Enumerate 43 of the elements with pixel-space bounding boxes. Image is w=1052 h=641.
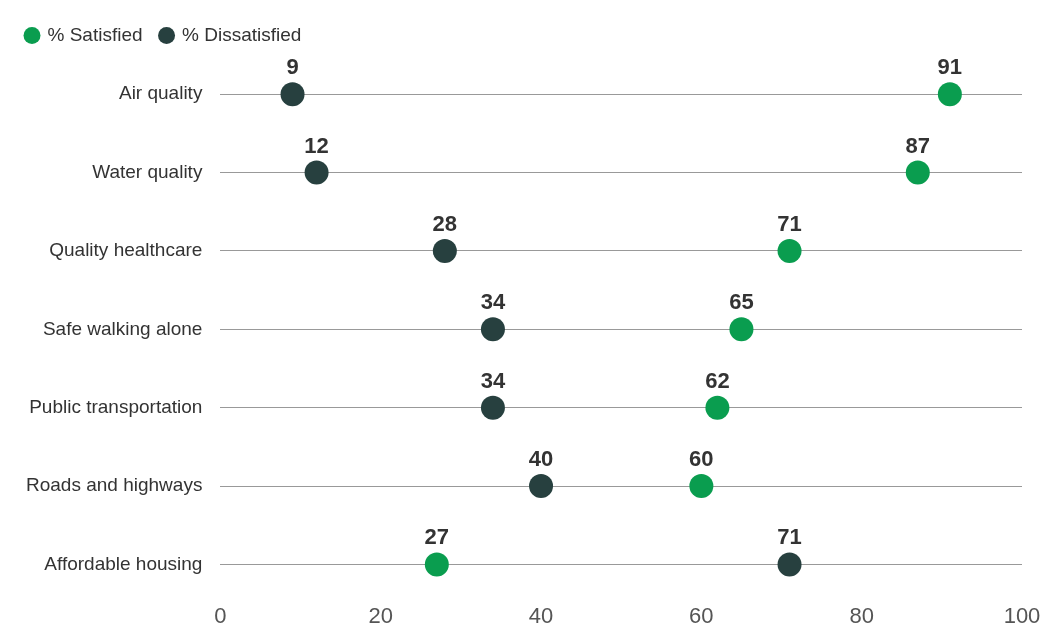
x-tick-label: 0: [214, 602, 227, 628]
point: [529, 474, 554, 499]
data-label: 71: [777, 210, 802, 236]
x-tick-label: 80: [849, 602, 874, 628]
data-label: 65: [729, 289, 754, 315]
y-tick-label: Quality healthcare: [49, 239, 203, 261]
point: [705, 395, 730, 420]
data-label: 87: [905, 132, 931, 158]
point: [777, 238, 802, 263]
legend-label: % Satisfied: [47, 23, 143, 45]
point: [280, 82, 305, 107]
y-tick-label: Roads and highways: [26, 474, 203, 496]
y-tick-label: Safe walking alone: [42, 317, 203, 339]
point: [304, 160, 329, 185]
point: [480, 395, 505, 420]
x-tick-label: 60: [689, 602, 714, 628]
point: [424, 552, 449, 577]
data-label: 60: [689, 446, 714, 472]
data-label: 34: [480, 289, 506, 315]
data-label: 12: [304, 132, 329, 158]
point: [729, 317, 754, 342]
y-tick-label: Affordable housing: [44, 552, 203, 574]
y-tick-label: Water quality: [92, 160, 203, 182]
data-label: 28: [432, 210, 458, 236]
point: [480, 317, 505, 342]
data-label: 62: [705, 367, 730, 393]
x-tick-label: 100: [1003, 602, 1041, 628]
x-tick-label: 20: [368, 602, 393, 628]
point: [905, 160, 930, 185]
point: [777, 552, 802, 577]
data-label: 91: [937, 54, 963, 80]
y-tick-label: Air quality: [118, 82, 203, 104]
legend-label: % Dissatisfied: [182, 23, 302, 45]
data-label: 34: [480, 367, 506, 393]
x-tick-label: 40: [528, 602, 554, 628]
point: [689, 474, 714, 499]
data-label: 9: [286, 54, 299, 80]
data-label: 40: [528, 446, 554, 472]
point: [937, 82, 962, 107]
data-label: 27: [424, 524, 450, 550]
data-label: 71: [777, 524, 802, 550]
point: [432, 238, 457, 263]
y-tick-label: Public transportation: [29, 395, 203, 417]
